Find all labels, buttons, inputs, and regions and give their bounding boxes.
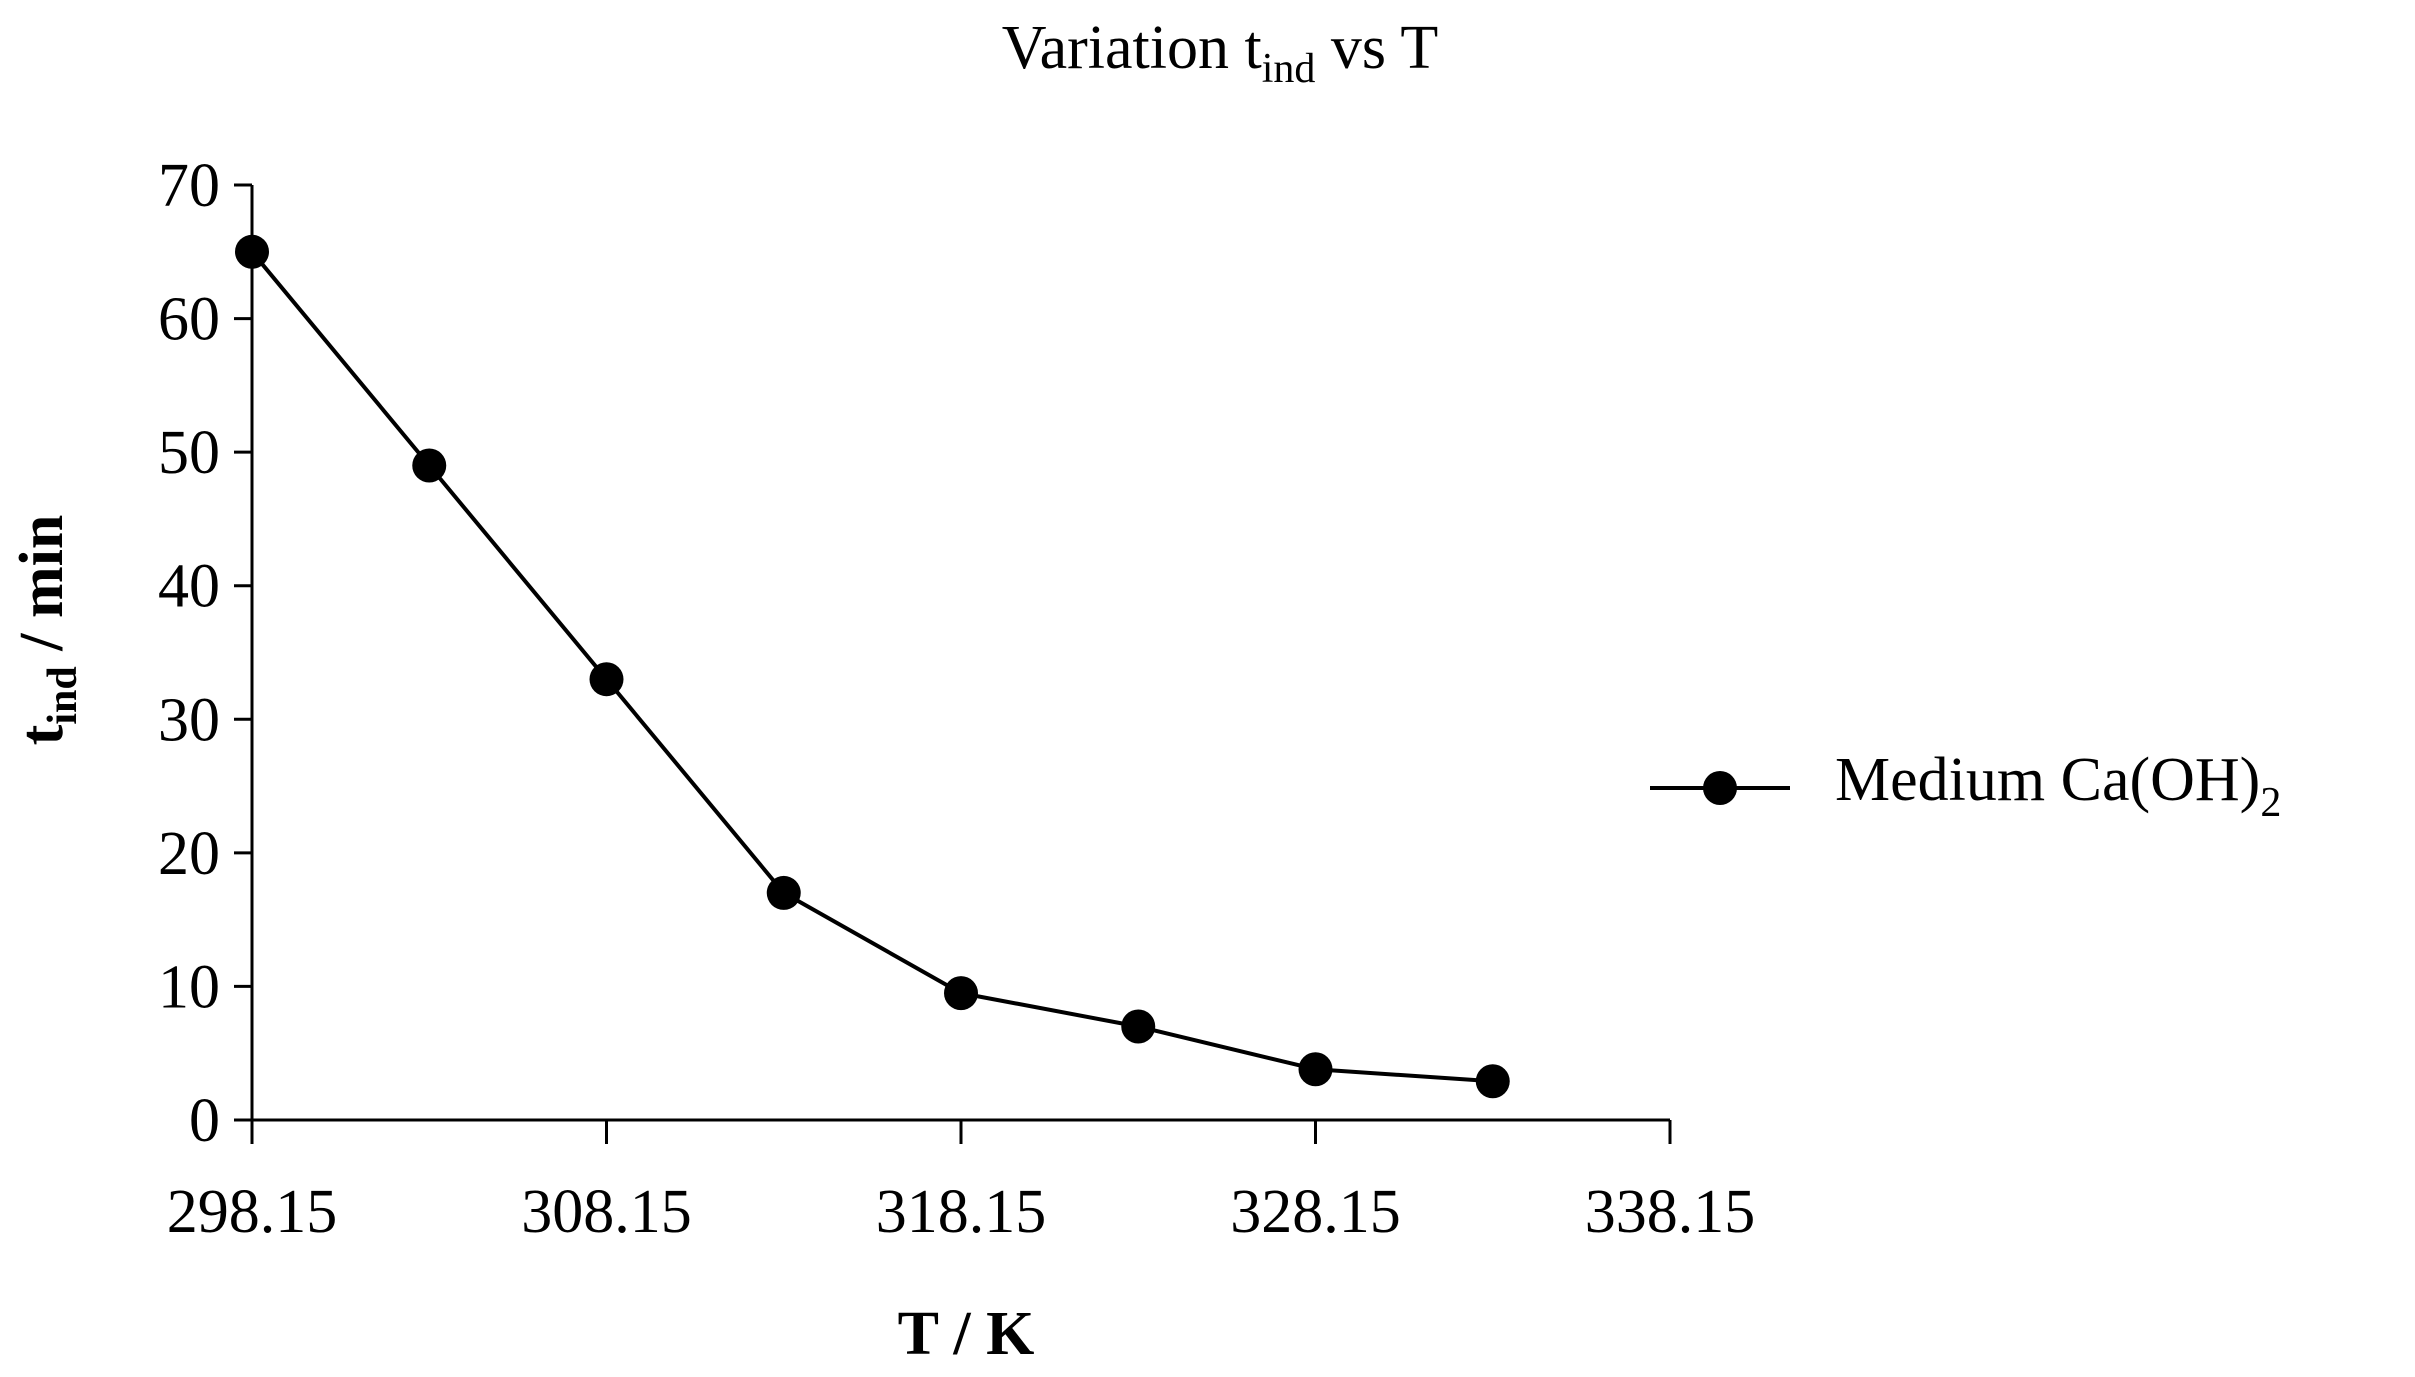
y-tick-label: 60 <box>158 286 220 354</box>
data-point <box>1121 1009 1156 1044</box>
series-group <box>235 234 1510 1099</box>
data-point <box>1475 1064 1510 1099</box>
y-axis-label: tind / min <box>8 515 86 746</box>
x-tick-label: 318.15 <box>876 1178 1047 1246</box>
legend-label-subscript: 2 <box>2260 780 2281 826</box>
series-line <box>250 250 1493 1084</box>
y-tick-label: 40 <box>158 553 220 621</box>
chart-title-rest: vs T <box>1315 14 1438 82</box>
legend-marker-swatch <box>1703 771 1737 805</box>
data-point <box>766 875 801 910</box>
data-point <box>944 976 978 1011</box>
data-point <box>589 662 624 697</box>
legend-label: Medium Ca(OH)2 <box>1835 746 2281 826</box>
y-tick-label: 30 <box>158 686 220 754</box>
data-point <box>412 448 447 483</box>
y-tick-label: 0 <box>189 1087 220 1155</box>
legend: Medium Ca(OH)2 <box>1650 746 2281 826</box>
y-tick-label: 70 <box>158 152 220 220</box>
y-tick-label: 20 <box>158 820 220 888</box>
y-axis-ticks: 0 10 20 30 40 50 60 70 <box>158 152 252 1155</box>
y-axis-label-rest: / min <box>8 515 76 667</box>
chart-title-main: Variation t <box>1002 14 1262 82</box>
x-tick-label: 308.15 <box>521 1178 692 1246</box>
chart-title: Variation tind vs T <box>1002 14 1439 92</box>
y-tick-label: 50 <box>158 419 220 487</box>
x-tick-label: 338.15 <box>1585 1178 1756 1246</box>
x-tick-label: 328.15 <box>1230 1178 1401 1246</box>
legend-label-main: Medium Ca(OH) <box>1835 746 2260 814</box>
data-point <box>1298 1052 1333 1087</box>
x-tick-label: 298.15 <box>167 1178 338 1246</box>
x-axis-ticks: 298.15 308.15 318.15 328.15 338.15 <box>167 1120 1756 1246</box>
data-point <box>235 234 269 269</box>
y-axis-label-main: t <box>8 724 76 745</box>
y-axis-label-subscript: ind <box>40 666 86 724</box>
x-axis-label: T / K <box>898 1300 1035 1368</box>
y-tick-label: 10 <box>158 953 220 1021</box>
chart-title-subscript: ind <box>1262 46 1316 92</box>
